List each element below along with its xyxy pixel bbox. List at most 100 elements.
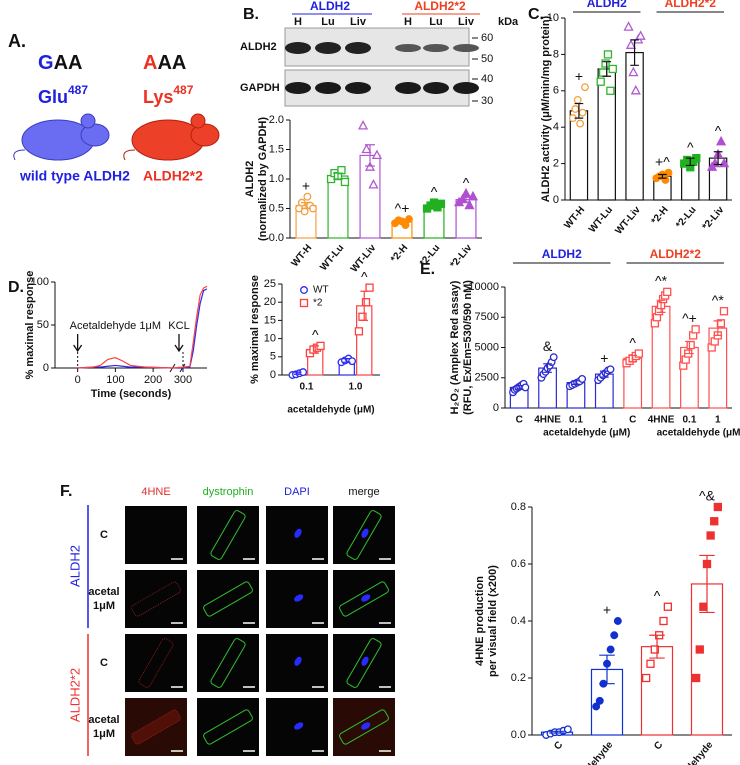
data-point — [357, 120, 369, 130]
data-point — [576, 119, 585, 128]
y-tick-label: 2 — [553, 158, 559, 170]
y-tick-label: 10 — [264, 333, 276, 345]
nucleus — [361, 722, 371, 730]
data-point — [598, 68, 608, 77]
cell-outline — [346, 510, 382, 560]
lane-label: Lu — [429, 16, 442, 28]
marker-label: 30 — [481, 95, 493, 107]
data-point — [710, 517, 719, 526]
micrograph — [125, 506, 187, 564]
row-label: 1μM — [93, 600, 115, 612]
cell-outline — [203, 581, 253, 617]
data-point — [625, 39, 637, 49]
data-point — [595, 696, 604, 705]
group-label: ALDH2*2 — [650, 247, 702, 261]
legend-label: WT — [313, 285, 329, 296]
band — [315, 82, 341, 94]
error-bar — [656, 299, 666, 314]
x-axis-title: acetaldehyde (μM) — [657, 428, 740, 439]
x-tick-label: *2-Liv — [700, 204, 726, 232]
cell — [294, 722, 304, 730]
annotation: + — [600, 350, 608, 366]
data-point — [659, 616, 668, 626]
y-tick-label: 8 — [553, 48, 559, 60]
data-point — [601, 59, 610, 68]
lane-label: Lu — [321, 16, 334, 28]
annotation: ^ — [431, 183, 438, 199]
nucleus — [361, 656, 369, 666]
cell — [339, 709, 389, 745]
data-point — [371, 149, 383, 160]
x-tick-label: 200 — [144, 374, 162, 386]
cell — [339, 581, 389, 617]
annotation: ^ — [715, 122, 722, 138]
cell-outline — [203, 709, 253, 745]
data-point — [606, 365, 615, 374]
x-tick-label: 1.0 — [349, 382, 363, 393]
error-bar — [713, 320, 723, 336]
bar — [640, 646, 674, 736]
y-axis-title: 4HNE production — [474, 576, 486, 666]
legend-marker — [300, 286, 308, 294]
codon-base: G — [38, 52, 54, 74]
data-point — [563, 725, 572, 734]
column-header: 4HNE — [141, 486, 170, 498]
x-tick-label: 100 — [106, 374, 124, 386]
x-tick-label: 1 — [715, 415, 721, 426]
error-bar — [514, 385, 524, 390]
error-bar — [365, 144, 375, 167]
row-label: C — [100, 529, 108, 541]
data-point — [663, 602, 672, 611]
codon: AAA — [143, 52, 186, 74]
cell-outline — [339, 709, 389, 745]
x-tick-label: 0 — [75, 374, 81, 386]
unit-label: kDa — [498, 16, 519, 28]
error-bar — [602, 61, 612, 77]
head — [80, 123, 110, 147]
x-tick-label: 0.1 — [300, 382, 314, 393]
group-label: ALDH2*2 — [414, 0, 466, 13]
y-tick-label: 15 — [264, 314, 276, 326]
data-point — [573, 95, 582, 104]
mouse-icon — [13, 113, 110, 161]
y-tick-label: 50 — [37, 319, 49, 331]
y-tick-label: 0.5 — [269, 202, 284, 214]
cell — [294, 594, 304, 602]
band — [345, 82, 371, 94]
y-tick-label: 0.0 — [511, 729, 526, 741]
x-tick-label: 1 — [602, 415, 608, 426]
band — [423, 44, 449, 52]
codon: GAA — [38, 52, 82, 74]
micrograph — [125, 634, 187, 692]
band — [395, 82, 421, 94]
data-point — [692, 673, 701, 683]
data-point — [628, 66, 639, 77]
blot-row-label: ALDH2 — [240, 41, 277, 53]
blot-row-label: GAPDH — [240, 82, 280, 94]
error-bar — [574, 102, 584, 119]
micrograph — [197, 570, 259, 628]
data-point — [457, 193, 468, 204]
cell-outline — [339, 581, 389, 617]
band — [453, 82, 479, 94]
annotation: +^ — [655, 153, 670, 169]
marker-label: 60 — [481, 32, 493, 44]
x-tick-label: C — [652, 740, 665, 753]
data-point — [578, 375, 587, 383]
annotation: + — [302, 177, 310, 193]
cell — [203, 581, 253, 617]
residue: Glu487 — [38, 83, 88, 107]
blot-lanes: H Lu Liv H Lu Liv 60 50 40 30 — [285, 16, 493, 107]
y-axis-title: (normalized by GAPDH) — [257, 117, 269, 241]
x-tick-label: *2-H — [389, 243, 410, 265]
cell-outline — [346, 638, 382, 688]
x-tick-label: WT-H — [562, 205, 587, 232]
row-label: acetal — [88, 586, 119, 598]
cell — [346, 510, 382, 560]
y-axis-title: (RFU, Ex/Em=530/590 nM) — [462, 280, 474, 415]
x-tick-label: *2-Lu — [674, 205, 698, 231]
data-point — [646, 659, 655, 668]
error-bar — [649, 634, 665, 659]
